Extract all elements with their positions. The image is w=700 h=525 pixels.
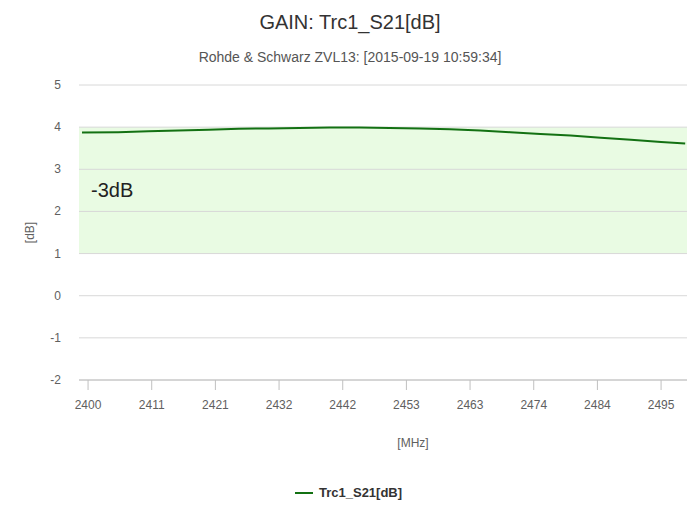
y-tick-label: -2 [50,373,61,387]
subtitle: Rohde & Schwarz ZVL13: [2015-09-19 10:59… [199,49,502,65]
x-tick [151,380,152,390]
x-tick-label: 2453 [393,398,420,412]
x-tick-label: 2474 [520,398,547,412]
y-tick-label: 0 [54,289,61,303]
y-tick-label: 1 [54,247,61,261]
x-tick-label: 2463 [457,398,484,412]
legend-label: Trc1_S21[dB] [319,485,402,500]
x-tick [597,380,598,390]
plot-band [79,127,687,253]
legend-swatch [295,492,313,494]
y-tick-label: -1 [50,331,61,345]
x-tick-label: 2421 [202,398,229,412]
x-tick-label: 2484 [584,398,611,412]
grid-line [79,169,687,170]
legend: Trc1_S21[dB] [295,485,402,500]
grid-line [79,295,687,296]
x-tick [533,380,534,390]
x-tick-label: 2442 [329,398,356,412]
x-tick [279,380,280,390]
y-tick-label: 5 [54,78,61,92]
grid-line [79,337,687,338]
y-axis-title: [dB] [23,222,37,243]
x-tick-label: 2411 [139,398,165,412]
chart: GAIN: Trc1_S21[dB] Rohde & Schwarz ZVL13:… [0,0,700,525]
x-axis-title: [MHz] [397,436,428,450]
x-tick [88,380,89,390]
series-line [82,128,685,144]
x-axis-line [79,380,687,381]
grid-line [79,85,687,86]
y-tick-label: 2 [54,204,61,218]
title: GAIN: Trc1_S21[dB] [259,11,440,34]
grid-line [79,211,687,212]
grid-line [79,253,687,254]
y-tick-label: 4 [54,120,61,134]
x-tick [661,380,662,390]
plot-area [79,127,687,253]
y-tick-label: 3 [54,162,61,176]
series-group [82,128,685,144]
grid-line [79,380,687,381]
band-label: -3dB [91,179,133,201]
x-tick [215,380,216,390]
x-tick [406,380,407,390]
x-tick-label: 2400 [75,398,102,412]
x-tick [470,380,471,390]
x-tick-label: 2495 [648,398,675,412]
x-tick [342,380,343,390]
x-tick-label: 2432 [266,398,293,412]
